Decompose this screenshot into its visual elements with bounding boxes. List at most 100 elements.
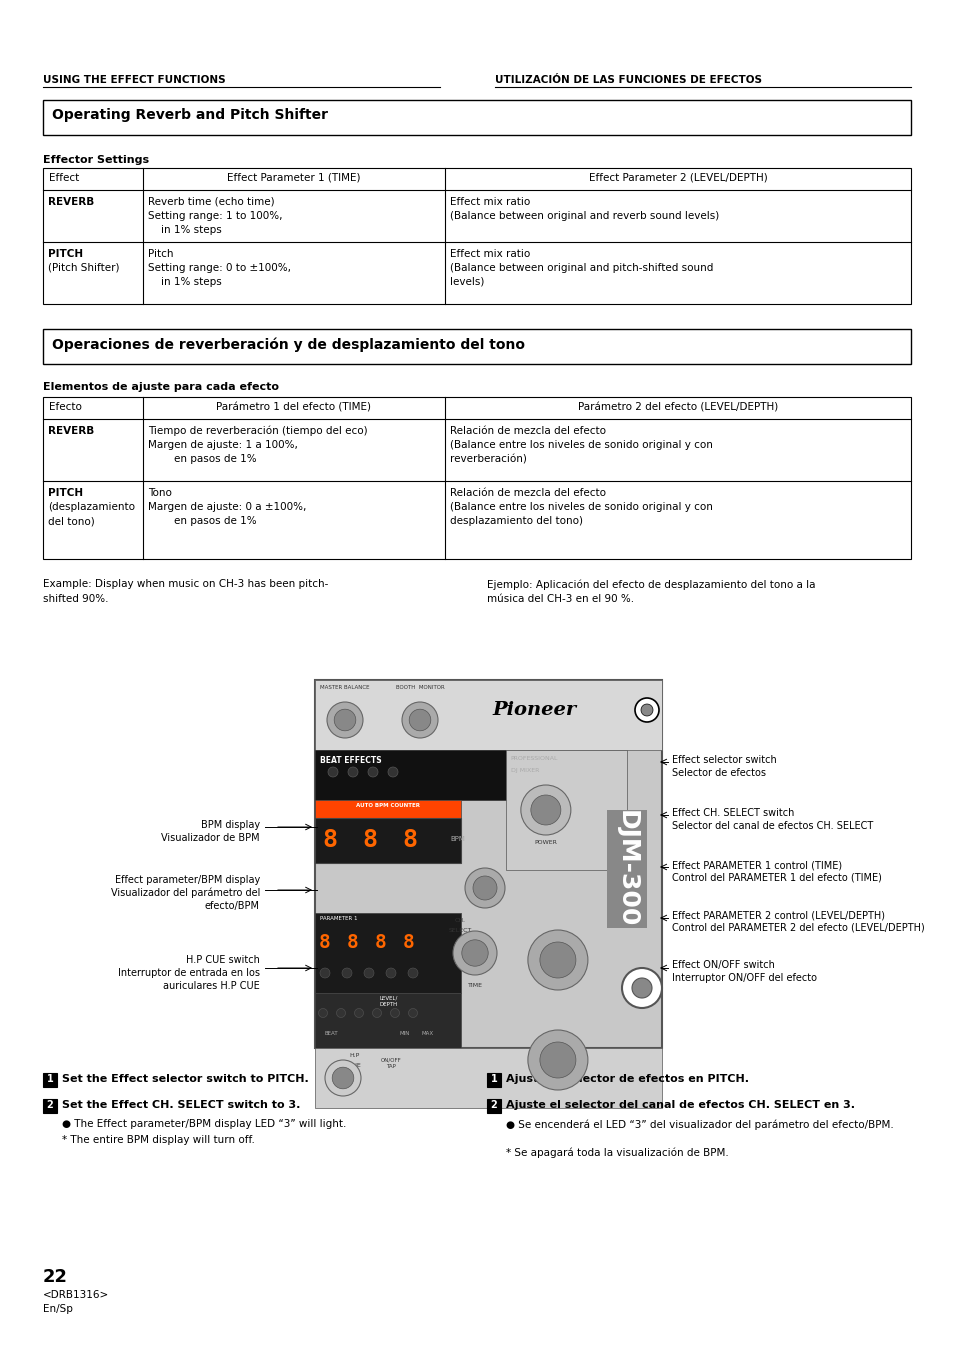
Text: (Pitch Shifter): (Pitch Shifter) [48, 263, 119, 273]
Text: Tono: Tono [148, 488, 172, 499]
Text: (Balance entre los niveles de sonido original y con: (Balance entre los niveles de sonido ori… [450, 440, 712, 450]
Bar [314, 913, 460, 993]
Text: UTILIZACIÓN DE LAS FUNCIONES DE EFECTOS: UTILIZACIÓN DE LAS FUNCIONES DE EFECTOS [495, 76, 761, 85]
Text: CH.: CH. [454, 917, 465, 923]
Circle shape [390, 1008, 399, 1017]
Text: MAX: MAX [421, 1031, 434, 1036]
Circle shape [364, 969, 374, 978]
Text: Example: Display when music on CH-3 has been pitch-: Example: Display when music on CH-3 has … [43, 580, 328, 589]
Text: <DRB1316>: <DRB1316> [43, 1290, 110, 1300]
Circle shape [408, 969, 417, 978]
Circle shape [325, 1061, 360, 1096]
Text: Ajuste el selector del canal de efectos CH. SELECT en 3.: Ajuste el selector del canal de efectos … [505, 1100, 854, 1111]
Bar [370, 1052, 412, 1084]
Text: en pasos de 1%: en pasos de 1% [148, 516, 256, 526]
Bar [43, 1073, 57, 1088]
Text: ● Se encenderá el LED “3” del visualizador del parámetro del efecto/BPM.: ● Se encenderá el LED “3” del visualizad… [505, 1119, 893, 1129]
Text: del tono): del tono) [48, 516, 94, 526]
Text: PROFESSIONAL: PROFESSIONAL [510, 757, 558, 761]
Circle shape [388, 767, 397, 777]
Text: BOOTH  MONITOR: BOOTH MONITOR [395, 685, 444, 690]
Text: in 1% steps: in 1% steps [148, 226, 221, 235]
Text: Setting range: 0 to ±100%,: Setting range: 0 to ±100%, [148, 263, 291, 273]
Text: 2: 2 [47, 1100, 53, 1111]
Text: Effect CH. SELECT switch: Effect CH. SELECT switch [671, 808, 794, 817]
Text: Pioneer: Pioneer [493, 701, 577, 719]
Text: 8: 8 [319, 934, 331, 952]
Text: LEVEL/
DEPTH: LEVEL/ DEPTH [379, 996, 398, 1006]
Bar [314, 680, 661, 750]
Text: MIN: MIN [399, 1031, 410, 1036]
Text: BPM: BPM [450, 836, 464, 842]
Bar [314, 993, 460, 1048]
Text: En/Sp: En/Sp [43, 1304, 72, 1315]
Bar [43, 330, 910, 363]
Text: Control del PARAMETER 2 del efecto (LEVEL/DEPTH): Control del PARAMETER 2 del efecto (LEVE… [671, 923, 923, 934]
Text: reverberación): reverberación) [450, 454, 526, 463]
Text: (Balance between original and reverb sound levels): (Balance between original and reverb sou… [450, 211, 719, 222]
Bar [314, 800, 460, 817]
Text: BEAT: BEAT [325, 1031, 338, 1036]
Text: Parámetro 1 del efecto (TIME): Parámetro 1 del efecto (TIME) [216, 403, 371, 412]
Text: * The entire BPM display will turn off.: * The entire BPM display will turn off. [62, 1135, 254, 1146]
Text: Effect Parameter 1 (TIME): Effect Parameter 1 (TIME) [227, 173, 360, 182]
Circle shape [461, 940, 488, 966]
Text: levels): levels) [450, 277, 484, 286]
Text: 8: 8 [362, 828, 377, 852]
Circle shape [355, 1008, 363, 1017]
Text: REVERB: REVERB [48, 197, 94, 207]
Text: CUE: CUE [348, 1063, 361, 1069]
Text: Operating Reverb and Pitch Shifter: Operating Reverb and Pitch Shifter [52, 108, 328, 122]
Text: Setting range: 1 to 100%,: Setting range: 1 to 100%, [148, 211, 282, 222]
Circle shape [527, 929, 587, 990]
Text: Effect PARAMETER 2 control (LEVEL/DEPTH): Effect PARAMETER 2 control (LEVEL/DEPTH) [671, 911, 884, 920]
Text: 8: 8 [403, 934, 415, 952]
Circle shape [368, 767, 377, 777]
Circle shape [348, 767, 357, 777]
Circle shape [334, 709, 355, 731]
Text: BEAT EFFECTS: BEAT EFFECTS [319, 757, 381, 765]
Text: BPM display: BPM display [201, 820, 260, 830]
Text: DJM-300: DJM-300 [615, 811, 639, 928]
Circle shape [520, 785, 570, 835]
Text: Margen de ajuste: 0 a ±100%,: Margen de ajuste: 0 a ±100%, [148, 503, 306, 512]
Circle shape [336, 1008, 345, 1017]
Text: REVERB: REVERB [48, 426, 94, 436]
Text: H.P CUE switch: H.P CUE switch [186, 955, 260, 965]
Text: Effect mix ratio: Effect mix ratio [450, 197, 530, 207]
Text: Relación de mezcla del efecto: Relación de mezcla del efecto [450, 488, 605, 499]
Bar [43, 168, 910, 304]
Text: ON/OFF
TAP: ON/OFF TAP [380, 1058, 401, 1069]
Circle shape [386, 969, 395, 978]
Text: Reverb time (echo time): Reverb time (echo time) [148, 197, 274, 207]
Text: USING THE EFFECT FUNCTIONS: USING THE EFFECT FUNCTIONS [43, 76, 226, 85]
Text: 8: 8 [375, 934, 387, 952]
Bar [606, 811, 646, 928]
Text: Pitch: Pitch [148, 249, 173, 259]
Circle shape [527, 1029, 587, 1090]
Circle shape [530, 794, 560, 825]
Text: PARAMETER 1: PARAMETER 1 [319, 916, 357, 921]
Text: 1: 1 [47, 1074, 53, 1084]
Bar [505, 750, 627, 870]
Text: * Se apagará toda la visualización de BPM.: * Se apagará toda la visualización de BP… [505, 1147, 728, 1158]
Text: Effect ON/OFF switch: Effect ON/OFF switch [671, 961, 774, 970]
Circle shape [332, 1067, 354, 1089]
Bar [314, 1048, 661, 1108]
Text: PITCH: PITCH [48, 249, 83, 259]
Text: (desplazamiento: (desplazamiento [48, 503, 135, 512]
Text: TIME: TIME [467, 984, 482, 988]
Text: Ajuste el selector de efectos en PITCH.: Ajuste el selector de efectos en PITCH. [505, 1074, 748, 1084]
Text: 8: 8 [402, 828, 417, 852]
Circle shape [635, 698, 659, 721]
Text: POWER: POWER [534, 840, 557, 844]
Circle shape [621, 969, 661, 1008]
Text: DJ MIXER: DJ MIXER [510, 767, 538, 773]
Text: Tiempo de reverberación (tiempo del eco): Tiempo de reverberación (tiempo del eco) [148, 426, 367, 436]
Text: Effect mix ratio: Effect mix ratio [450, 249, 530, 259]
Text: Effect Parameter 2 (LEVEL/DEPTH): Effect Parameter 2 (LEVEL/DEPTH) [588, 173, 766, 182]
Text: Control del PARAMETER 1 del efecto (TIME): Control del PARAMETER 1 del efecto (TIME… [671, 873, 881, 884]
Text: shifted 90%.: shifted 90%. [43, 594, 109, 604]
Text: 8: 8 [322, 828, 337, 852]
Text: 22: 22 [43, 1269, 68, 1286]
